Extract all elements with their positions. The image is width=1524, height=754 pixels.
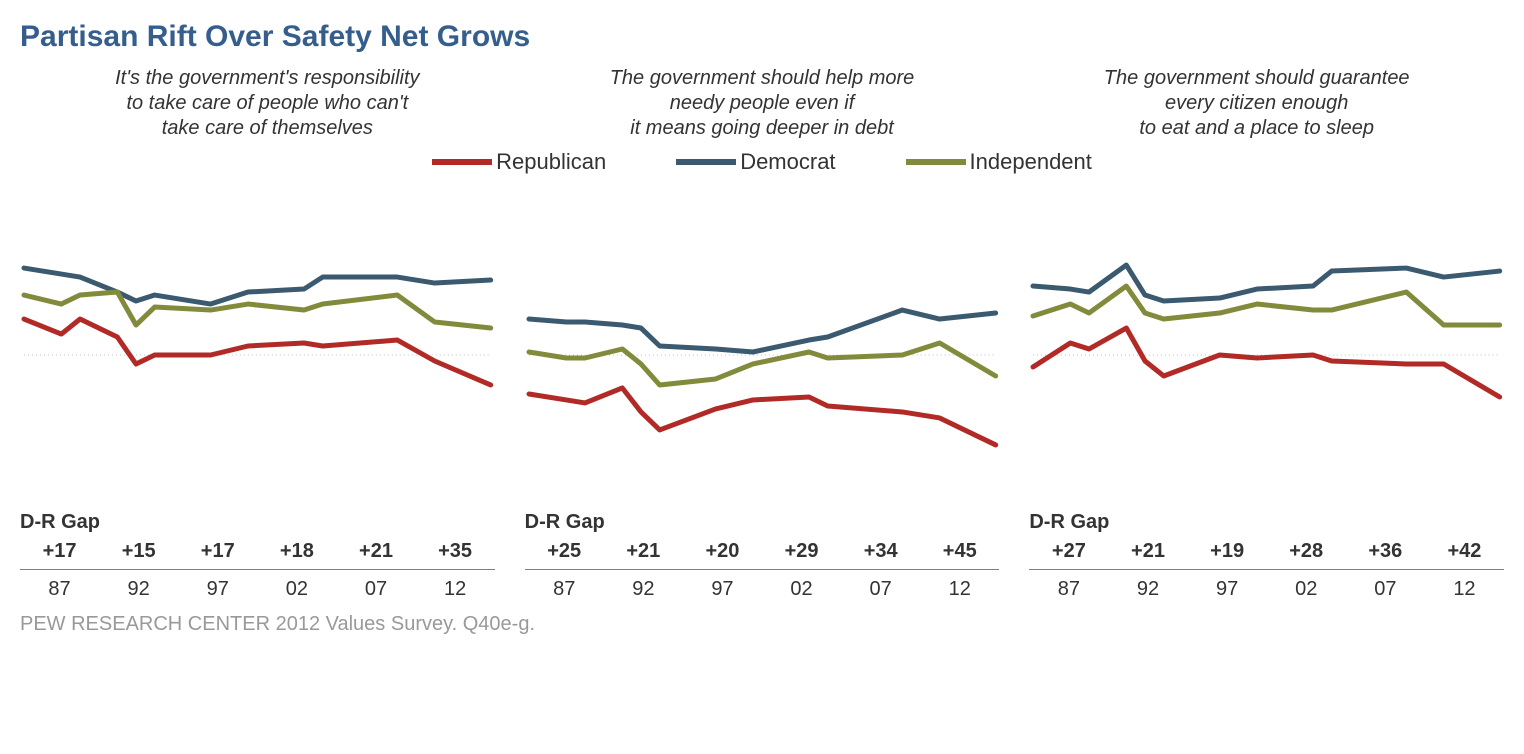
panel-1-chart <box>20 205 495 505</box>
year-tick: 97 <box>178 578 257 601</box>
gap-value: +17 <box>178 540 257 563</box>
panel-2-gap-label: D-R Gap <box>525 511 1000 534</box>
series-independent <box>1033 286 1500 325</box>
year-tick: 97 <box>683 578 762 601</box>
legend-swatch-republican <box>432 159 492 165</box>
gap-value: +25 <box>525 540 604 563</box>
panel-1-divider <box>20 569 495 570</box>
gap-value: +27 <box>1029 540 1108 563</box>
year-tick: 87 <box>1029 578 1108 601</box>
gap-value: +36 <box>1346 540 1425 563</box>
subtitles-row: It's the government's responsibilityto t… <box>20 66 1504 141</box>
gap-value: +21 <box>1108 540 1187 563</box>
legend-label-democrat: Democrat <box>740 149 835 175</box>
year-tick: 87 <box>525 578 604 601</box>
panel-1-year-row: 879297020712 <box>20 578 495 601</box>
gap-value: +17 <box>20 540 99 563</box>
panel-3-divider <box>1029 569 1504 570</box>
panel-2-year-row: 879297020712 <box>525 578 1000 601</box>
gap-value: +34 <box>841 540 920 563</box>
panel-2-divider <box>525 569 1000 570</box>
source-note: PEW RESEARCH CENTER 2012 Values Survey. … <box>20 613 1504 636</box>
year-tick: 87 <box>20 578 99 601</box>
year-tick: 02 <box>257 578 336 601</box>
series-independent <box>24 292 491 328</box>
gap-value: +29 <box>762 540 841 563</box>
legend: Republican Democrat Independent <box>20 149 1504 175</box>
gap-value: +35 <box>416 540 495 563</box>
series-republican <box>24 319 491 385</box>
year-tick: 07 <box>1346 578 1425 601</box>
panel-2-subtitle: The government should help moreneedy peo… <box>515 66 1010 141</box>
year-tick: 02 <box>1267 578 1346 601</box>
year-tick: 92 <box>604 578 683 601</box>
gap-value: +21 <box>604 540 683 563</box>
year-tick: 07 <box>841 578 920 601</box>
panel-3: D-R Gap +27+21+19+28+36+42 879297020712 <box>1029 205 1504 601</box>
year-tick: 12 <box>920 578 999 601</box>
panel-2: D-R Gap +25+21+20+29+34+45 879297020712 <box>525 205 1000 601</box>
panel-1-subtitle: It's the government's responsibilityto t… <box>20 66 515 141</box>
legend-independent: Independent <box>906 149 1092 175</box>
panel-1-gap-label: D-R Gap <box>20 511 495 534</box>
legend-swatch-democrat <box>676 159 736 165</box>
series-republican <box>529 388 996 445</box>
year-tick: 12 <box>416 578 495 601</box>
year-tick: 07 <box>336 578 415 601</box>
gap-value: +19 <box>1188 540 1267 563</box>
panels: D-R Gap +17+15+17+18+21+35 879297020712 … <box>20 205 1504 601</box>
legend-republican: Republican <box>432 149 606 175</box>
panel-3-gap-row: +27+21+19+28+36+42 <box>1029 540 1504 563</box>
gap-value: +21 <box>336 540 415 563</box>
legend-label-republican: Republican <box>496 149 606 175</box>
panel-3-subtitle: The government should guaranteeevery cit… <box>1009 66 1504 141</box>
year-tick: 97 <box>1188 578 1267 601</box>
panel-2-chart <box>525 205 1000 505</box>
gap-value: +20 <box>683 540 762 563</box>
panel-1-gap-row: +17+15+17+18+21+35 <box>20 540 495 563</box>
gap-value: +15 <box>99 540 178 563</box>
year-tick: 92 <box>1108 578 1187 601</box>
gap-value: +18 <box>257 540 336 563</box>
panel-3-gap-label: D-R Gap <box>1029 511 1504 534</box>
panel-1: D-R Gap +17+15+17+18+21+35 879297020712 <box>20 205 495 601</box>
panel-2-gap-row: +25+21+20+29+34+45 <box>525 540 1000 563</box>
legend-label-independent: Independent <box>970 149 1092 175</box>
series-republican <box>1033 328 1500 397</box>
series-democrat <box>24 268 491 304</box>
gap-value: +28 <box>1267 540 1346 563</box>
legend-democrat: Democrat <box>676 149 835 175</box>
page-title: Partisan Rift Over Safety Net Grows <box>20 20 1504 54</box>
year-tick: 02 <box>762 578 841 601</box>
legend-swatch-independent <box>906 159 966 165</box>
panel-3-chart <box>1029 205 1504 505</box>
year-tick: 12 <box>1425 578 1504 601</box>
panel-3-year-row: 879297020712 <box>1029 578 1504 601</box>
series-democrat <box>1033 265 1500 301</box>
gap-value: +42 <box>1425 540 1504 563</box>
gap-value: +45 <box>920 540 999 563</box>
year-tick: 92 <box>99 578 178 601</box>
